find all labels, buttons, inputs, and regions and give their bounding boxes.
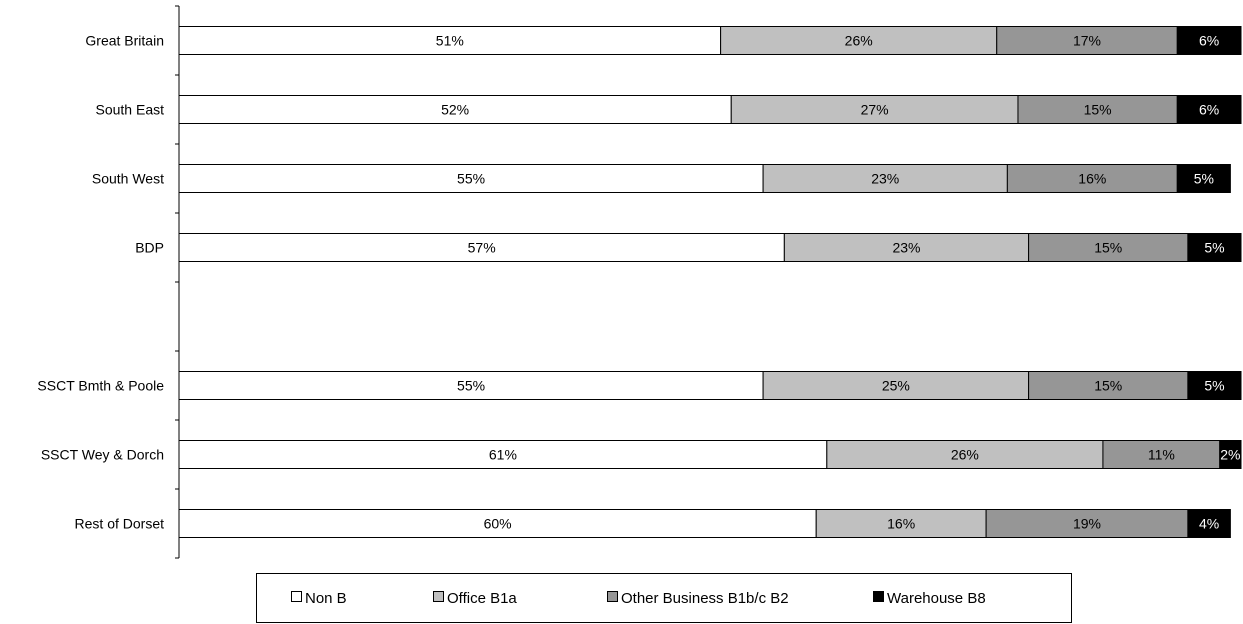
bar-segment: [720, 26, 998, 55]
data-label: 5%: [1194, 171, 1214, 187]
data-label: 4%: [1199, 516, 1219, 532]
bar-segment: [1017, 95, 1178, 124]
bar-segment: [178, 26, 722, 55]
bar-segment: [1028, 371, 1189, 400]
bar-segment: [985, 509, 1189, 538]
bar-segment: [762, 164, 1008, 193]
bar-segment: [815, 509, 987, 538]
bar-segment: [1187, 371, 1242, 400]
data-label: 55%: [457, 378, 485, 394]
legend-swatch-warehouse-b8: [873, 591, 884, 602]
legend-swatch-non-b: [291, 591, 302, 602]
data-label: 16%: [1078, 171, 1106, 187]
data-label: 6%: [1199, 33, 1219, 49]
data-label: 6%: [1199, 102, 1219, 118]
bar-segment: [762, 371, 1030, 400]
bar-segment: [1176, 164, 1231, 193]
category-label: South West: [92, 171, 164, 187]
data-label: 55%: [457, 171, 485, 187]
data-label: 5%: [1204, 378, 1224, 394]
data-label: 57%: [468, 240, 496, 256]
bar-segment: [1176, 26, 1242, 55]
data-label: 17%: [1073, 33, 1101, 49]
data-label: 52%: [441, 102, 469, 118]
legend-label: Other Business B1b/c B2: [621, 590, 789, 607]
category-label: SSCT Wey & Dorch: [41, 447, 164, 463]
data-label: 15%: [1084, 102, 1112, 118]
data-label: 27%: [861, 102, 889, 118]
bar-segment: [1102, 440, 1221, 469]
category-label: BDP: [135, 240, 164, 256]
legend-label: Non B: [305, 590, 347, 607]
bar-segment: [1176, 95, 1242, 124]
legend-item-warehouse-b8: Warehouse B8: [873, 590, 986, 608]
data-label: 15%: [1094, 378, 1122, 394]
bar-segment: [178, 509, 817, 538]
legend-label: Warehouse B8: [887, 590, 986, 607]
bar-segment: [783, 233, 1030, 262]
bar-segment: [178, 233, 785, 262]
legend: Non B Office B1a Other Business B1b/c B2…: [256, 573, 1072, 623]
data-label: 2%: [1220, 447, 1240, 463]
bar-segment: [1187, 233, 1242, 262]
category-axis: [175, 5, 180, 559]
bar-segment: [996, 26, 1178, 55]
data-label: 26%: [951, 447, 979, 463]
data-label: 25%: [882, 378, 910, 394]
legend-item-non-b: Non B: [291, 590, 347, 608]
data-label: 16%: [887, 516, 915, 532]
legend-swatch-other-business: [607, 591, 618, 602]
bar-segment: [178, 95, 732, 124]
bar-segment: [730, 95, 1019, 124]
legend-swatch-office-b1a: [433, 591, 444, 602]
bars-layer: 51% 26% 17% 6% 52% 27% 15% 6% 55% 23% 16% 5% 57% 23% 1…: [178, 26, 1242, 538]
data-label: 26%: [845, 33, 873, 49]
data-label: 51%: [436, 33, 464, 49]
bar-segment: [826, 440, 1104, 469]
data-label: 15%: [1094, 240, 1122, 256]
data-label: 61%: [489, 447, 517, 463]
data-label: 23%: [892, 240, 920, 256]
bar-segment: [1219, 440, 1242, 469]
data-label: 5%: [1204, 240, 1224, 256]
data-label: 23%: [871, 171, 899, 187]
bar-segment: [1187, 509, 1231, 538]
legend-label: Office B1a: [447, 590, 517, 607]
category-label: Rest of Dorset: [75, 516, 165, 532]
data-label: 60%: [484, 516, 512, 532]
data-label: 11%: [1148, 447, 1175, 463]
category-labels: Great Britain South East South West BDP SSCT…: [37, 33, 164, 532]
legend-item-other-business: Other Business B1b/c B2: [607, 590, 789, 608]
legend-item-office-b1a: Office B1a: [433, 590, 517, 608]
category-label: South East: [96, 102, 165, 118]
stacked-bar-chart: 51% 26% 17% 6% 52% 27% 15% 6% 55% 23% 16% 5% 57% 23% 1…: [37, 5, 1242, 559]
bar-segment: [178, 440, 828, 469]
category-label: SSCT Bmth & Poole: [37, 378, 164, 394]
data-label: 19%: [1073, 516, 1101, 532]
category-label: Great Britain: [85, 33, 164, 49]
